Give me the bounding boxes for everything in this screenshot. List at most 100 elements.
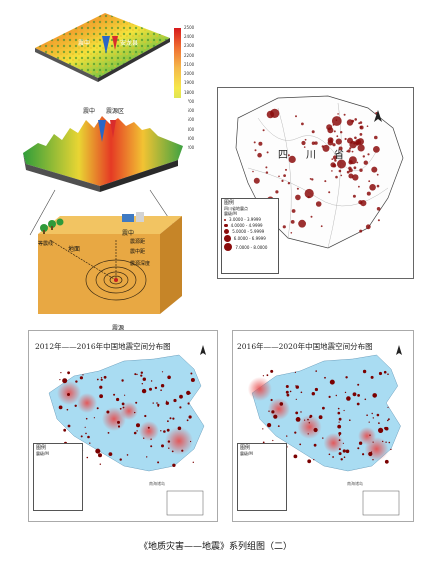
earthquake-point	[366, 125, 369, 127]
earthquake-point	[313, 443, 317, 447]
earthquake-point	[161, 371, 164, 373]
earthquake-point	[359, 125, 363, 129]
earthquake-point	[124, 394, 126, 396]
earthquake-point	[335, 119, 338, 121]
earthquake-point	[338, 439, 341, 441]
earthquake-point	[322, 406, 325, 410]
earthquake-point	[362, 453, 365, 456]
relief-label-epicenter: 震中	[83, 108, 96, 115]
earthquake-point	[367, 153, 370, 156]
earthquake-point	[95, 448, 101, 454]
china-legend-subtitle-1: 震级/M	[36, 451, 49, 456]
earthquake-point	[106, 410, 110, 414]
sichuan-legend-title: 图例	[224, 200, 235, 206]
earthquake-point	[348, 168, 353, 173]
earthquake-point	[383, 370, 387, 374]
sichuan-legend-item: 5.0000 - 5.9999	[224, 229, 276, 235]
earthquake-point	[358, 185, 360, 188]
earthquake-point	[262, 375, 264, 377]
sichuan-legend-item: 7.0000 - 8.0000	[224, 242, 276, 252]
earthquake-point	[285, 168, 287, 171]
earthquake-point	[340, 174, 343, 177]
china-earthquake-map-1	[48, 345, 206, 516]
earthquake-point	[366, 414, 368, 416]
earthquake-point	[289, 390, 292, 393]
earthquake-point	[136, 373, 138, 376]
block-label-epi-dist: 震中距	[130, 249, 146, 255]
earthquake-point	[309, 178, 312, 180]
earthquake-point	[359, 168, 363, 172]
earthquake-point	[144, 414, 147, 418]
earthquake-point	[143, 437, 145, 439]
china-map-panel-1: 2012年——2016年中国地震空间分布图 图例 震级/M 南海诸岛	[28, 330, 218, 522]
earthquake-point	[346, 119, 354, 126]
earthquake-point	[372, 393, 377, 398]
relief-label-source: 震源区	[106, 108, 125, 115]
earthquake-point	[108, 452, 113, 456]
earthquake-point	[160, 384, 165, 388]
north-arrow-icon	[374, 110, 382, 122]
earthquake-point	[314, 141, 318, 145]
earthquake-point	[149, 387, 152, 391]
earthquake-point	[187, 402, 190, 405]
earthquake-point	[300, 391, 303, 394]
earthquake-point	[135, 401, 138, 404]
earthquake-point	[378, 427, 384, 433]
hotspot	[120, 402, 138, 420]
earthquake-point	[315, 370, 317, 372]
earthquake-point	[295, 385, 297, 387]
colorbar-tick-label: 1800	[184, 89, 195, 95]
earthquake-point	[67, 371, 70, 375]
earthquake-point	[262, 129, 265, 132]
earthquake-point	[295, 417, 301, 422]
china-legend-title-1: 图例	[36, 445, 47, 451]
earthquake-point	[346, 170, 350, 174]
earthquake-point	[332, 143, 336, 147]
china-map-title-1: 2012年——2016年中国地震空间分布图	[35, 342, 171, 351]
earthquake-point	[156, 402, 158, 404]
earthquake-point	[186, 419, 189, 422]
earthquake-point	[301, 122, 304, 126]
earthquake-point	[337, 113, 339, 115]
colorbar-tick-label: 1500	[184, 117, 195, 123]
earthquake-point	[160, 430, 162, 432]
earthquake-point	[376, 173, 379, 176]
earthquake-point	[166, 428, 170, 432]
hotspot	[323, 433, 344, 453]
earthquake-point	[390, 448, 392, 451]
earthquake-point	[328, 395, 331, 398]
earthquake-point	[300, 411, 302, 413]
earthquake-point	[349, 147, 352, 150]
earthquake-point	[340, 131, 343, 134]
earthquake-point	[134, 373, 137, 376]
earthquake-point	[378, 422, 380, 424]
south-sea-label-1: 南海诸岛	[149, 481, 165, 486]
earthquake-point	[85, 432, 87, 435]
earthquake-point	[357, 138, 364, 145]
earthquake-point	[370, 375, 374, 379]
earthquake-point	[314, 387, 318, 392]
earthquake-point	[343, 409, 345, 412]
earthquake-point	[359, 229, 363, 233]
earthquake-point	[262, 441, 265, 444]
earthquake-point	[372, 417, 374, 419]
earthquake-point	[294, 431, 297, 434]
earthquake-point	[169, 417, 172, 420]
earthquake-point	[257, 152, 262, 158]
earthquake-point	[337, 159, 346, 169]
earthquake-point	[179, 406, 182, 409]
earthquake-point	[354, 118, 357, 121]
earthquake-point	[303, 146, 306, 148]
earthquake-point	[358, 441, 363, 445]
earthquake-point	[154, 386, 158, 390]
earthquake-point	[291, 209, 296, 213]
earthquake-point	[267, 423, 272, 428]
earthquake-point	[133, 431, 137, 435]
earthquake-point	[168, 447, 170, 449]
earthquake-point	[324, 376, 326, 379]
earthquake-point	[359, 133, 363, 136]
earthquake-point	[186, 390, 191, 395]
earthquake-point	[79, 376, 83, 380]
earthquake-point	[373, 146, 380, 153]
earthquake-point	[100, 377, 103, 379]
